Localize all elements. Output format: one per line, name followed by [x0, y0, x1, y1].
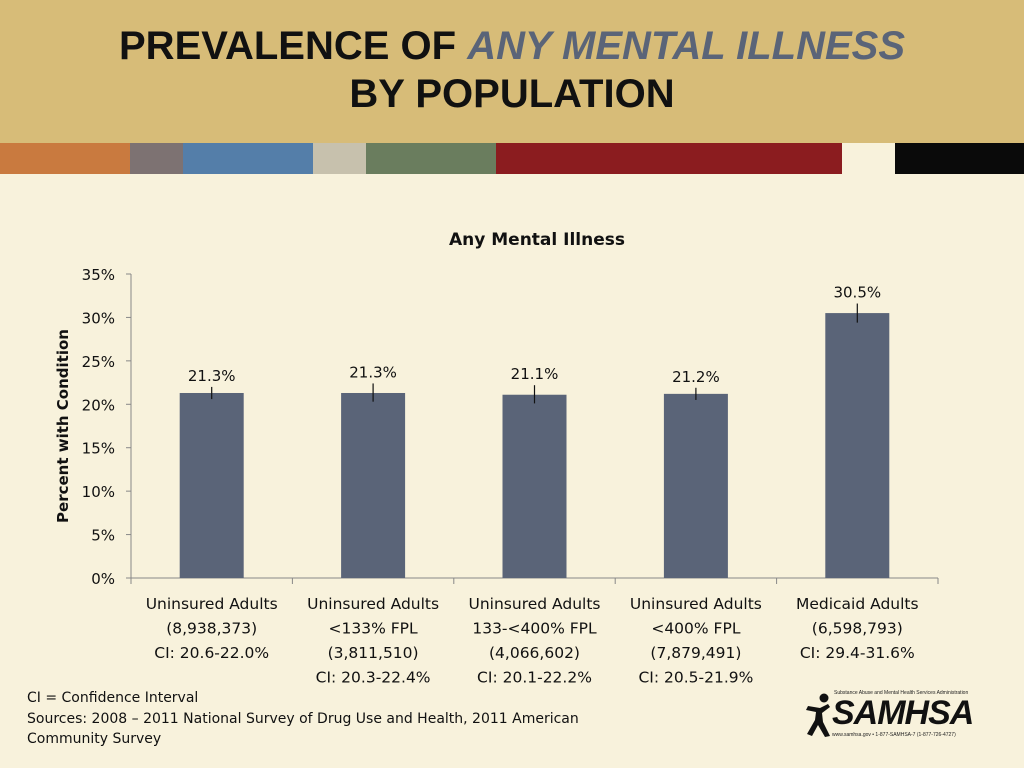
- y-axis-label: Percent with Condition: [54, 329, 72, 523]
- y-tick-label: 0%: [91, 570, 115, 588]
- note-sources-cont: Community Survey: [27, 731, 162, 747]
- logo-contact-text: www.samhsa.gov • 1-877-SAMHSA-7 (1-877-7…: [832, 732, 956, 738]
- bar: [663, 393, 728, 578]
- y-tick-label: 35%: [82, 266, 115, 284]
- header-band: [0, 0, 1024, 143]
- stripe-red: [496, 143, 842, 174]
- x-tick-label: CI: 20.3-22.4%: [316, 669, 431, 687]
- data-label: 21.1%: [511, 365, 559, 383]
- x-tick-label: CI: 20.5-21.9%: [638, 669, 753, 687]
- x-tick-label: CI: 29.4-31.6%: [800, 644, 915, 662]
- y-tick-label: 25%: [82, 353, 115, 371]
- logo-wordmark: SAMHSA: [832, 694, 974, 732]
- samhsa-logo: Substance Abuse and Mental Health Servic…: [806, 690, 976, 742]
- stripe-mauve: [130, 143, 183, 174]
- x-tick-label: (4,066,602): [489, 644, 580, 662]
- note-ci: CI = Confidence Interval: [27, 690, 199, 706]
- chart-marks: 0% 5% 10% 15% 20% 25% 30% 35% 21.3% Uninsured Adu…: [82, 266, 939, 687]
- stripe-blue: [183, 143, 313, 174]
- bar: [179, 392, 244, 578]
- stripe-orange: [0, 143, 130, 174]
- x-tick-label: CI: 20.6-22.0%: [154, 644, 269, 662]
- footnotes: CI = Confidence Interval Sources: 2008 –…: [27, 688, 627, 750]
- data-label: 21.2%: [672, 368, 720, 386]
- stripe-cream: [842, 143, 895, 174]
- data-label: 21.3%: [349, 363, 397, 381]
- stripe-green: [366, 143, 496, 174]
- chart-title: Any Mental Illness: [449, 230, 625, 250]
- bar: [341, 392, 406, 578]
- y-tick-label: 30%: [82, 309, 115, 327]
- data-label: 21.3%: [188, 367, 236, 385]
- bar: [825, 313, 890, 578]
- x-tick-label: (3,811,510): [328, 644, 419, 662]
- x-tick-label: Uninsured Adults: [630, 595, 762, 613]
- x-tick-label: Medicaid Adults: [796, 595, 919, 613]
- x-tick-label: (7,879,491): [650, 644, 741, 662]
- x-tick-label: (8,938,373): [166, 620, 257, 638]
- y-tick-label: 15%: [82, 440, 115, 458]
- stripe-sand: [313, 143, 366, 174]
- x-tick-label: <133% FPL: [329, 620, 418, 638]
- y-tick-label: 20%: [82, 396, 115, 414]
- title-part1: PREVALENCE OF: [119, 24, 468, 68]
- note-sources: Sources: 2008 – 2011 National Survey of …: [27, 710, 579, 727]
- y-tick-label: 10%: [82, 483, 115, 501]
- data-label: 30.5%: [833, 284, 881, 302]
- x-tick-label: Uninsured Adults: [307, 595, 439, 613]
- stripe-black: [895, 143, 1024, 174]
- figure-icon: [806, 693, 830, 737]
- x-tick-label: Uninsured Adults: [146, 595, 278, 613]
- x-tick-label: (6,598,793): [812, 620, 903, 638]
- x-tick-label: <400% FPL: [651, 620, 740, 638]
- slide-title: PREVALENCE OF ANY MENTAL ILLNESS BY POPU…: [0, 22, 1024, 118]
- x-tick-label: 133-<400% FPL: [472, 620, 597, 638]
- logo-agency-text: Substance Abuse and Mental Health Servic…: [834, 690, 969, 696]
- y-tick-label: 5%: [91, 527, 115, 545]
- title-line2: BY POPULATION: [349, 72, 675, 116]
- x-tick-label: Uninsured Adults: [469, 595, 601, 613]
- x-tick-label: CI: 20.1-22.2%: [477, 669, 592, 687]
- title-highlight: ANY MENTAL ILLNESS: [467, 24, 905, 68]
- bar: [502, 394, 567, 578]
